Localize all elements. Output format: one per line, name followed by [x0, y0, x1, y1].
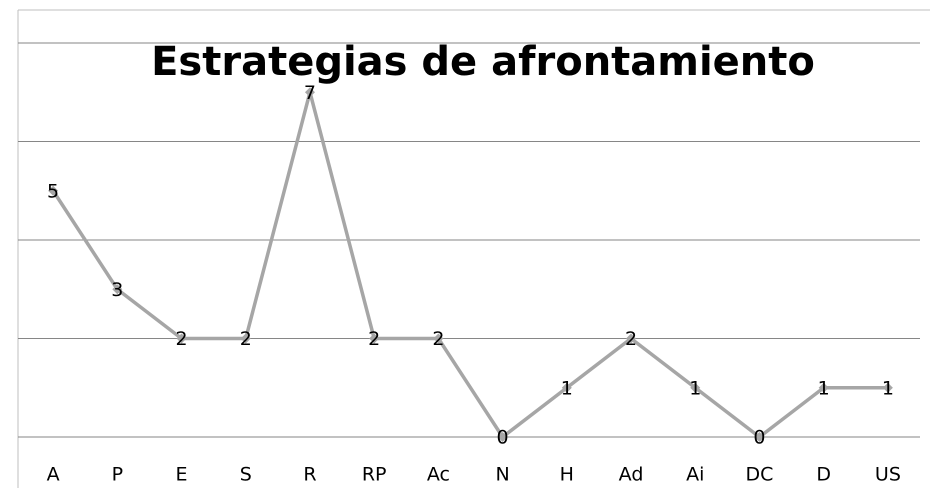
data-label: 2	[432, 328, 444, 350]
x-tick-label: P	[112, 464, 123, 486]
chart-title: Estrategias de afrontamiento	[151, 39, 815, 85]
grid	[18, 42, 920, 438]
data-label: 2	[240, 328, 252, 350]
x-tick-label: D	[816, 464, 831, 486]
data-label: 1	[561, 377, 573, 399]
data-point	[48, 185, 59, 196]
x-tick-label: RP	[362, 464, 387, 486]
data-label: 2	[625, 328, 637, 350]
x-tick-label: Ai	[686, 464, 704, 486]
data-point	[754, 432, 765, 442]
data-point	[818, 382, 829, 393]
data-label: 2	[175, 328, 187, 350]
x-tick-label: Ad	[619, 464, 644, 486]
data-point	[304, 87, 315, 98]
x-tick-label: H	[560, 464, 574, 486]
data-label: 7	[304, 82, 316, 104]
data-label: 3	[111, 279, 123, 301]
x-tick-label: S	[240, 464, 252, 486]
data-point	[240, 333, 251, 344]
data-point	[561, 382, 572, 393]
data-point	[497, 432, 508, 442]
x-tick-label: A	[47, 464, 60, 486]
x-tick-label: N	[495, 464, 509, 486]
data-label: 5	[47, 180, 59, 202]
x-tick-label: US	[875, 464, 901, 486]
data-point	[626, 333, 637, 344]
data-point	[882, 382, 893, 393]
x-tick-label: R	[303, 464, 316, 486]
data-label: 1	[818, 377, 830, 399]
data-point	[112, 284, 123, 295]
x-tick-label: DC	[746, 464, 774, 486]
data-point	[176, 333, 187, 344]
data-point	[690, 382, 701, 393]
x-tick-label: E	[176, 464, 188, 486]
data-label: 1	[882, 377, 894, 399]
data-label: 1	[689, 377, 701, 399]
data-line	[51, 90, 888, 439]
data-point	[369, 333, 380, 344]
data-label: 2	[368, 328, 380, 350]
data-label: 0	[753, 427, 765, 449]
plot	[48, 87, 893, 442]
x-tick-label: Ac	[427, 464, 450, 486]
data-point	[433, 333, 444, 344]
data-label: 0	[497, 427, 509, 449]
